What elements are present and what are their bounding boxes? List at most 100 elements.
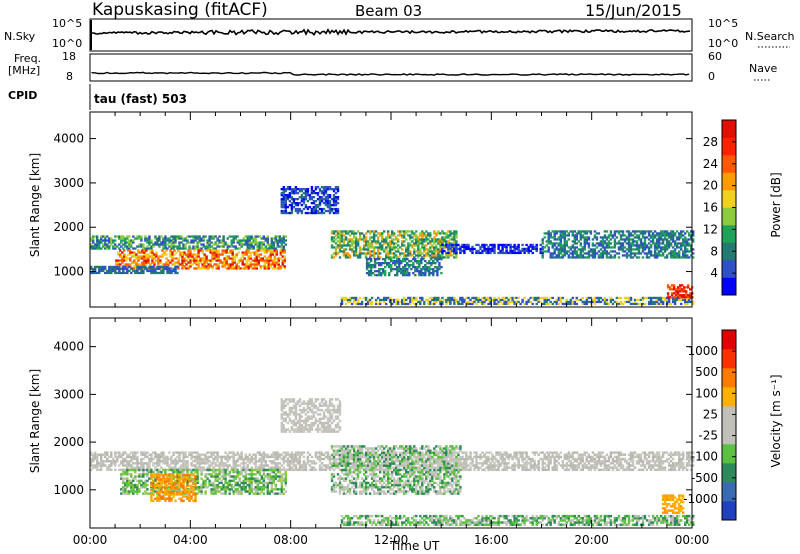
echo-cell — [208, 237, 211, 240]
echo-cell — [543, 457, 546, 461]
echo-cell — [277, 267, 281, 270]
echo-cell — [174, 237, 177, 240]
echo-cell — [463, 460, 466, 463]
echo-cell — [206, 466, 209, 469]
echo-cell — [429, 250, 432, 253]
echo-cell — [419, 252, 422, 255]
echo-cell — [409, 236, 412, 239]
echo-cell — [438, 264, 441, 267]
echo-cell — [254, 243, 257, 246]
echo-cell — [258, 460, 262, 463]
echo-cell — [591, 238, 595, 241]
echo-cell — [186, 235, 189, 238]
echo-cell — [160, 453, 163, 456]
echo-cell — [149, 251, 152, 254]
echo-cell — [451, 451, 454, 454]
echo-cell — [523, 457, 526, 461]
echo-cell — [621, 242, 625, 245]
echo-cell — [692, 232, 695, 235]
echo-cell — [451, 238, 454, 241]
echo-cell — [541, 462, 544, 465]
echo-cell — [160, 451, 163, 454]
echo-cell — [429, 457, 432, 461]
echo-cell — [174, 460, 177, 463]
echo-cell — [453, 298, 456, 302]
echo-cell — [320, 196, 324, 199]
echo-cell — [549, 300, 552, 304]
echo-cell — [334, 234, 338, 237]
echo-cell — [619, 244, 623, 247]
echo-cell — [493, 249, 496, 253]
echo-cell — [121, 257, 124, 260]
echo-cell — [517, 460, 520, 463]
echo-cell — [164, 241, 167, 244]
echo-cell — [131, 261, 134, 264]
echo-cell — [585, 302, 589, 306]
echo-cell — [577, 457, 581, 461]
echo-cell — [324, 196, 328, 199]
echo-cell — [671, 234, 675, 237]
echo-cell — [252, 247, 255, 250]
echo-cell — [130, 239, 133, 242]
echo-cell — [401, 248, 404, 251]
echo-cell — [213, 263, 216, 266]
echo-cell — [587, 300, 591, 304]
echo-cell — [212, 462, 215, 465]
echo-cell — [426, 266, 429, 269]
echo-cell — [142, 247, 145, 250]
echo-cell — [288, 455, 292, 459]
echo-cell — [133, 251, 136, 254]
echo-cell — [219, 253, 222, 256]
echo-cell — [156, 464, 159, 467]
echo-cell — [324, 186, 328, 189]
echo-cell — [205, 261, 208, 264]
echo-cell — [212, 457, 215, 461]
echo-cell — [565, 250, 569, 253]
echo-cell — [124, 237, 127, 240]
echo-cell — [318, 453, 322, 456]
echo-cell — [364, 240, 368, 243]
echo-cell — [182, 455, 185, 459]
echo-cell — [206, 451, 209, 454]
echo-cell — [441, 246, 444, 249]
echo-cell — [541, 251, 544, 255]
echo-cell — [379, 464, 382, 467]
echo-cell — [264, 247, 268, 250]
echo-cell — [116, 460, 119, 463]
echo-cell — [352, 451, 356, 454]
echo-cell — [525, 249, 528, 253]
echo-cell — [637, 252, 641, 255]
echo-cell — [455, 232, 458, 235]
date-label: 15/Jun/2015 — [585, 1, 682, 20]
echo-cell — [132, 455, 135, 459]
echo-cell — [625, 242, 629, 245]
echo-cell — [565, 240, 569, 243]
echo-cell — [310, 468, 314, 472]
echo-cell — [376, 262, 379, 265]
echo-cell — [352, 234, 356, 237]
echo-cell — [461, 302, 464, 306]
echo-cell — [569, 256, 573, 259]
echo-cell — [117, 253, 120, 256]
echo-cell — [607, 244, 611, 247]
echo-cell — [235, 253, 238, 256]
echo-cell — [591, 254, 595, 257]
echo-cell — [555, 246, 558, 249]
nave-label: Nave — [749, 62, 778, 75]
echo-cell — [557, 302, 561, 306]
echo-cell — [181, 257, 184, 260]
echo-cell — [138, 243, 141, 246]
echo-cell — [565, 300, 569, 304]
echo-cell — [385, 296, 388, 300]
echo-cell — [236, 239, 239, 242]
echo-cell — [268, 245, 272, 248]
echo-cell — [369, 266, 373, 269]
echo-cell — [267, 249, 271, 252]
echo-cell — [523, 451, 526, 454]
echo-cell — [497, 453, 500, 456]
echo-cell — [162, 239, 165, 242]
echo-cell — [194, 455, 197, 459]
echo-cell — [409, 238, 412, 241]
echo-cell — [419, 232, 422, 235]
echo-cell — [613, 246, 617, 249]
